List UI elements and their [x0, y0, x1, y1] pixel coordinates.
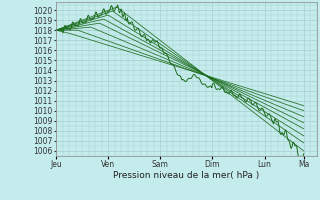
X-axis label: Pression niveau de la mer( hPa ): Pression niveau de la mer( hPa )	[113, 171, 260, 180]
